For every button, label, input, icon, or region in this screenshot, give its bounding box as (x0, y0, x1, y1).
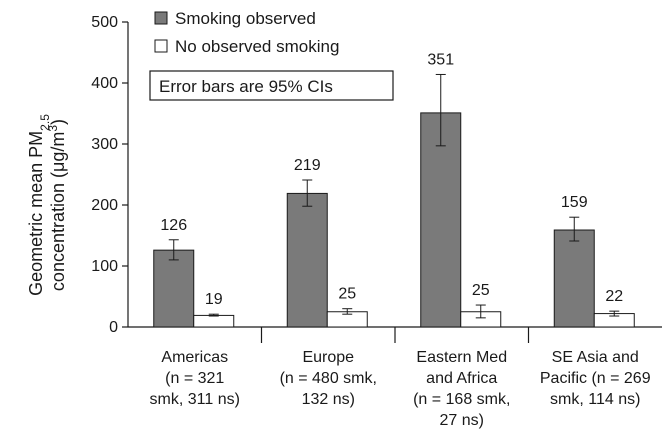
legend-label-smoking: Smoking observed (175, 9, 316, 28)
category-label: SE Asia and (552, 349, 639, 366)
y-axis-label-line2: concentration (μg/m3) (46, 119, 68, 291)
category-label: and Africa (426, 370, 497, 387)
category-label: smk, 311 ns) (150, 391, 240, 408)
bar-smoking (286, 192, 328, 328)
data-label: 159 (561, 194, 588, 211)
bar-smoking (153, 249, 195, 328)
data-label: 126 (160, 217, 187, 234)
y-tick-label: 400 (91, 75, 118, 92)
category-label: 132 ns) (302, 391, 355, 408)
y-tick-label: 200 (91, 197, 118, 214)
y-tick-label: 0 (109, 319, 118, 336)
data-label: 22 (605, 288, 623, 305)
category-label: Eastern Med (416, 349, 507, 366)
bar-no-smoking (193, 314, 235, 328)
y-tick-label: 300 (91, 136, 118, 153)
data-label: 25 (338, 286, 356, 303)
data-label: 219 (294, 157, 321, 174)
category-label: Americas (161, 349, 228, 366)
category-label: 27 ns) (440, 412, 484, 429)
category-label: Pacific (n = 269 (540, 370, 651, 387)
data-label: 351 (427, 51, 454, 68)
labels: 126 19 Americas (n = 321 smk, 311 ns) 219 25 Eu… (150, 51, 651, 429)
legend: Smoking observed No observed smoking Err… (149, 9, 394, 101)
legend-label-no-smoking: No observed smoking (175, 37, 339, 56)
y-tick-label: 500 (91, 14, 118, 31)
category-label: Europe (302, 349, 354, 366)
bar-smoking (420, 112, 462, 328)
bars (153, 73, 635, 328)
y-tick-label: 100 (91, 258, 118, 275)
y-axis-label-line1: Geometric mean PM2.5 (26, 114, 52, 296)
data-label: 25 (472, 282, 490, 299)
category-label: smk, 114 ns) (550, 391, 640, 408)
category-label: (n = 168 smk, (413, 391, 510, 408)
bar-smoking (553, 229, 595, 328)
legend-swatch-no-smoking (154, 39, 168, 53)
annotation-box (149, 70, 394, 101)
category-label: (n = 321 (165, 370, 224, 387)
annotation-text: Error bars are 95% CIs (159, 77, 333, 96)
legend-swatch-smoking (154, 11, 168, 25)
category-label: (n = 480 smk, (280, 370, 377, 387)
data-label: 19 (205, 291, 223, 308)
